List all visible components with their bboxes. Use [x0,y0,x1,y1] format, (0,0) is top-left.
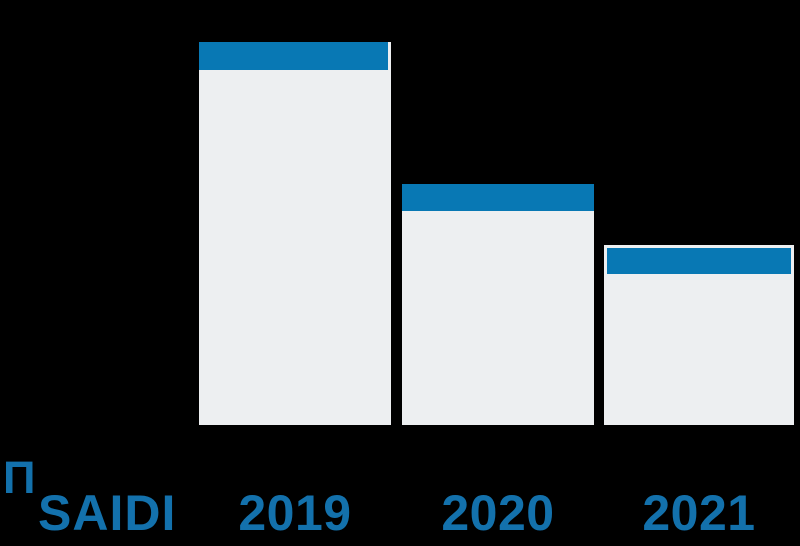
year-label-2020: 2020 [441,485,555,541]
bar-cap-2019 [199,42,388,70]
formula-label: Π SAIDI [0,0,200,546]
year-label-2021: 2021 [642,485,756,541]
saidi-subscript: SAIDI [38,485,177,541]
year-label-2019: 2019 [238,485,352,541]
bar-cap-2020 [402,184,594,211]
bar-2020 [402,184,594,425]
bar-2021 [604,245,794,425]
bar-2019 [199,42,391,425]
pi-symbol: Π [3,452,36,503]
bar-cap-2021 [607,248,791,274]
